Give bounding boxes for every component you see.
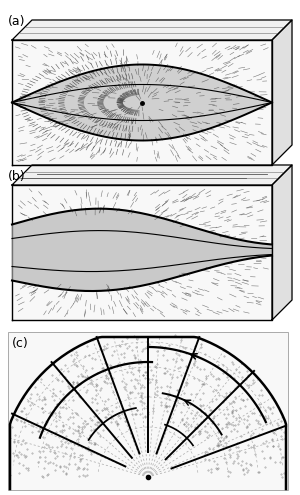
Polygon shape <box>12 64 272 141</box>
Polygon shape <box>272 20 292 165</box>
FancyBboxPatch shape <box>8 332 288 490</box>
Text: (c): (c) <box>12 337 29 350</box>
Polygon shape <box>12 185 272 320</box>
Polygon shape <box>12 165 292 185</box>
Polygon shape <box>272 165 292 320</box>
Polygon shape <box>12 20 292 40</box>
Text: (a): (a) <box>8 15 26 28</box>
Text: (b): (b) <box>8 170 26 183</box>
Polygon shape <box>12 40 272 165</box>
Polygon shape <box>12 209 272 291</box>
